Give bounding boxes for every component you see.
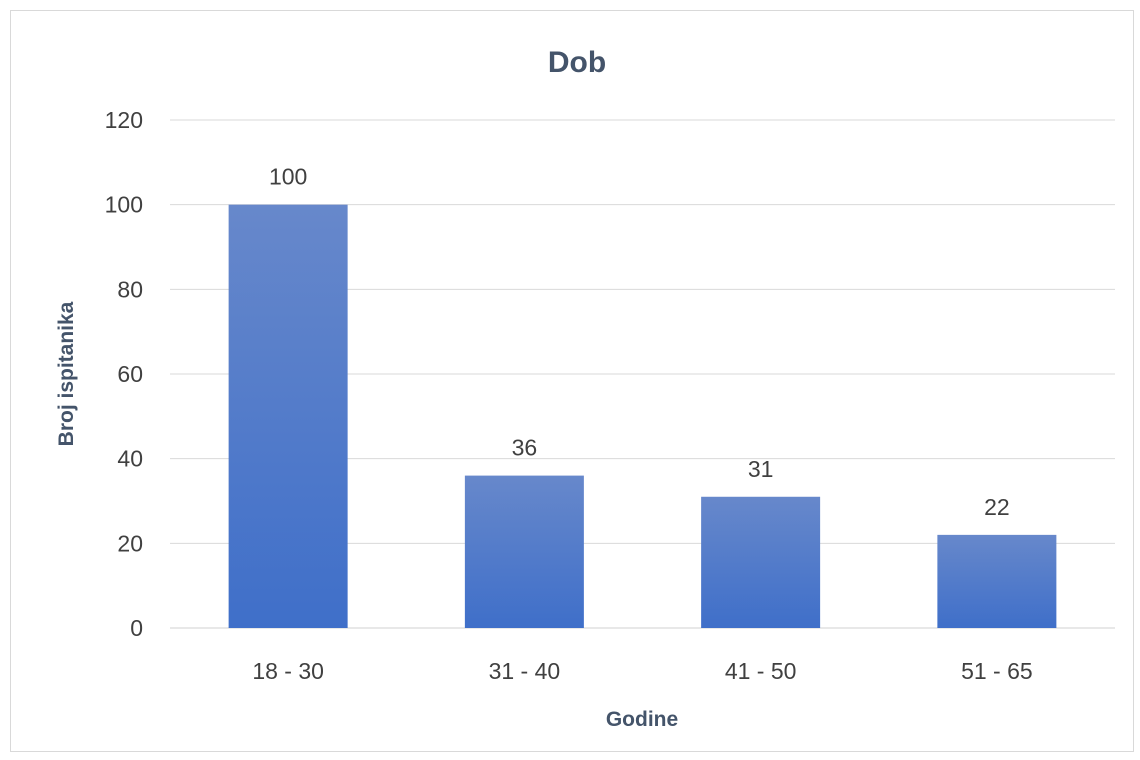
data-label: 22 bbox=[984, 494, 1010, 520]
y-tick-label: 20 bbox=[117, 530, 143, 556]
bar bbox=[937, 534, 1057, 628]
bar bbox=[228, 204, 348, 628]
bar bbox=[701, 496, 821, 628]
data-label: 36 bbox=[512, 435, 538, 461]
x-axis-title: Godine bbox=[606, 708, 678, 731]
x-axis-ticks: 18 - 30 31 - 40 41 - 50 51 - 65 bbox=[252, 658, 1032, 684]
data-label: 31 bbox=[748, 456, 774, 482]
chart-title: Dob bbox=[548, 46, 606, 79]
x-tick-label: 31 - 40 bbox=[489, 658, 561, 684]
y-tick-label: 100 bbox=[105, 192, 143, 218]
bars bbox=[228, 204, 1057, 628]
y-axis-title: Broj ispitanika bbox=[55, 301, 78, 446]
y-tick-label: 40 bbox=[117, 446, 143, 472]
x-tick-label: 18 - 30 bbox=[252, 658, 324, 684]
y-tick-label: 60 bbox=[117, 361, 143, 387]
bar bbox=[464, 475, 584, 628]
x-tick-label: 51 - 65 bbox=[961, 658, 1033, 684]
y-tick-label: 120 bbox=[105, 107, 143, 133]
y-tick-label: 0 bbox=[130, 615, 143, 641]
data-labels: 100 36 31 22 bbox=[269, 164, 1010, 520]
x-tick-label: 41 - 50 bbox=[725, 658, 797, 684]
y-axis-ticks: 0 20 40 60 80 100 120 bbox=[105, 107, 143, 641]
y-tick-label: 80 bbox=[117, 276, 143, 302]
data-label: 100 bbox=[269, 164, 307, 190]
